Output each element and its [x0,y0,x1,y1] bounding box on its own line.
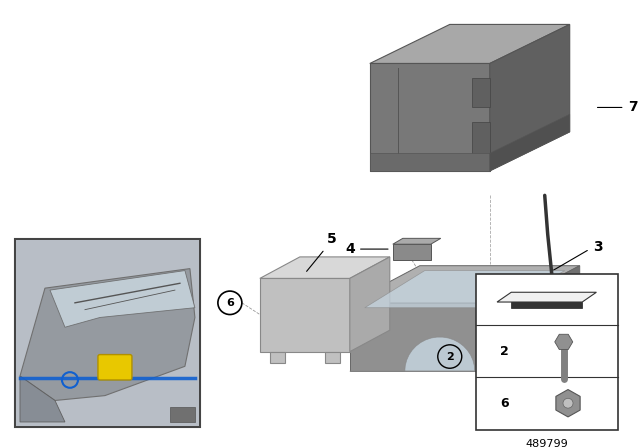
Polygon shape [515,371,529,378]
Polygon shape [20,376,65,422]
Polygon shape [50,271,195,327]
Polygon shape [490,371,504,378]
FancyBboxPatch shape [15,239,200,427]
Polygon shape [325,352,340,363]
Text: 7: 7 [628,100,637,114]
FancyBboxPatch shape [16,240,199,426]
Polygon shape [365,271,564,308]
Polygon shape [350,337,475,371]
Polygon shape [540,371,554,378]
Polygon shape [20,269,195,401]
Polygon shape [350,257,390,352]
Text: 2: 2 [500,345,509,358]
Text: 1: 1 [295,278,305,292]
Polygon shape [170,407,195,422]
FancyBboxPatch shape [98,354,132,380]
Polygon shape [350,303,509,371]
Text: 5: 5 [327,232,337,246]
Polygon shape [555,334,573,349]
Polygon shape [393,238,441,244]
Polygon shape [490,25,570,171]
Text: 6: 6 [226,298,234,308]
Text: 6: 6 [500,397,508,410]
Text: 4: 4 [345,242,355,256]
Text: 3: 3 [593,240,602,254]
Polygon shape [511,302,582,308]
Circle shape [563,398,573,408]
Polygon shape [556,390,580,417]
Text: 489799: 489799 [525,439,568,448]
Polygon shape [260,278,350,352]
Text: 2: 2 [446,352,454,362]
Polygon shape [350,266,580,303]
Polygon shape [472,122,490,156]
Polygon shape [370,64,490,171]
FancyBboxPatch shape [476,274,618,430]
Polygon shape [472,78,490,108]
Polygon shape [370,153,490,171]
Polygon shape [497,292,596,302]
Polygon shape [490,114,570,171]
Polygon shape [393,244,431,260]
Polygon shape [260,257,390,278]
Polygon shape [475,352,515,371]
Polygon shape [370,25,570,64]
Polygon shape [270,352,285,363]
Polygon shape [509,266,580,371]
